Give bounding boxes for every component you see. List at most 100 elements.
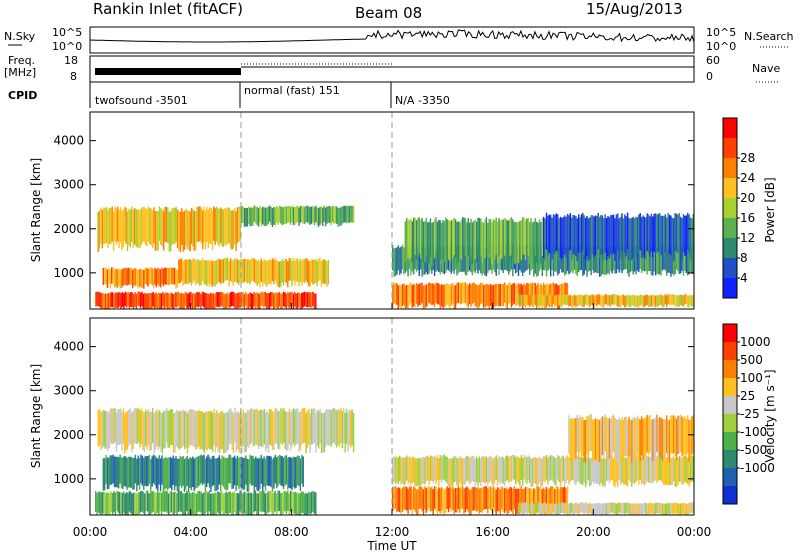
heatmap-cell — [128, 208, 130, 246]
heatmap-cell — [438, 283, 440, 305]
heatmap-cell — [491, 488, 493, 513]
heatmap-cell — [544, 294, 546, 306]
heatmap-cell — [664, 214, 666, 253]
heatmap-cell — [417, 245, 419, 271]
heatmap-cell — [480, 282, 482, 304]
colorbar-tick-label: -25 — [740, 407, 760, 421]
heatmap-cell — [460, 219, 462, 260]
heatmap-cell — [239, 490, 241, 512]
heatmap-cell — [267, 413, 270, 454]
heatmap-cell — [649, 503, 651, 515]
heatmap-cell — [502, 219, 504, 259]
heatmap-cell — [220, 458, 222, 492]
heatmap-cell — [578, 294, 580, 306]
heatmap-cell — [331, 408, 334, 444]
heatmap-cell — [278, 490, 281, 512]
colorbar-frame — [722, 117, 738, 299]
heatmap-cell — [132, 293, 135, 309]
heatmap-cell — [551, 282, 553, 304]
heatmap-cell — [208, 490, 210, 512]
heatmap-cell — [263, 408, 265, 445]
heatmap-cell — [598, 419, 601, 463]
heatmap-cell — [137, 493, 139, 515]
heatmap-cell — [445, 488, 447, 513]
heatmap-cell — [331, 205, 334, 222]
colorbar-tick-label: 24 — [740, 171, 755, 185]
heatmap-cell — [578, 503, 580, 515]
heatmap-cell — [258, 411, 260, 449]
heatmap-cell — [217, 491, 219, 513]
heatmap-cell — [236, 292, 238, 309]
heatmap-cell — [334, 206, 337, 224]
heatmap-cell — [684, 456, 686, 482]
heatmap-cell — [420, 219, 422, 259]
heatmap-cell — [290, 411, 292, 451]
heatmap-cell — [576, 218, 578, 261]
heatmap-cell — [392, 284, 394, 308]
heatmap-cell — [203, 492, 205, 515]
heatmap-cell — [678, 456, 680, 482]
heatmap-cell — [179, 455, 181, 486]
heatmap-cell — [687, 503, 689, 515]
heatmap-cell — [112, 211, 115, 251]
heatmap-cell — [257, 458, 260, 492]
heatmap-cell — [105, 455, 107, 484]
heatmap-cell — [561, 218, 563, 261]
heatmap-cell — [666, 217, 668, 260]
heatmap-cell — [95, 291, 97, 307]
heatmap-cell — [245, 412, 247, 453]
heatmap-cell — [590, 414, 592, 451]
heatmap-cell — [125, 411, 127, 451]
heatmap-cell — [663, 215, 665, 256]
heatmap-cell — [557, 486, 559, 510]
heatmap-cell — [181, 293, 184, 309]
heatmap-cell — [329, 206, 331, 224]
colorbar-tick-label: 1000 — [740, 335, 771, 349]
heatmap-cell — [128, 409, 130, 446]
heatmap-cell — [256, 493, 258, 515]
heatmap-cell — [347, 206, 349, 223]
heatmap-cell — [596, 503, 598, 515]
colorbar-tick-label: 8 — [740, 251, 748, 265]
heatmap-cell — [220, 207, 222, 244]
heatmap-cell — [235, 211, 237, 252]
heatmap-cell — [433, 455, 436, 481]
heatmap-cell — [142, 206, 144, 242]
heatmap-cell — [569, 213, 571, 251]
heatmap-cell — [111, 492, 114, 515]
heatmap-cell — [492, 285, 495, 309]
heatmap-cell — [477, 217, 479, 256]
heatmap-cell — [587, 455, 590, 481]
heatmap-cell — [171, 208, 173, 246]
heatmap-cell — [622, 502, 625, 514]
heatmap-cell — [259, 409, 261, 447]
heatmap-cell — [399, 284, 401, 307]
heatmap-cell — [624, 417, 626, 457]
heatmap-cell — [631, 217, 633, 260]
heatmap-cell — [625, 416, 627, 457]
heatmap-cell — [260, 454, 262, 484]
heatmap-cell — [446, 283, 448, 305]
heatmap-cell — [467, 456, 469, 482]
heatmap-cell — [168, 267, 170, 285]
heatmap-cell — [166, 491, 168, 513]
heatmap-cell — [98, 409, 101, 446]
heatmap-cell — [408, 283, 411, 305]
heatmap-cell — [125, 267, 127, 285]
heatmap-cell — [538, 487, 541, 512]
heatmap-cell — [109, 455, 111, 485]
heatmap-cell — [674, 213, 676, 251]
heatmap-cell — [674, 247, 676, 275]
heatmap-cell — [559, 458, 562, 486]
heatmap-cell — [508, 488, 510, 514]
heatmap-cell — [614, 458, 616, 488]
heatmap-cell — [573, 418, 576, 460]
heatmap-cell — [255, 408, 257, 445]
heatmap-cell — [470, 456, 472, 483]
heatmap-cell — [146, 208, 148, 247]
heatmap-cell — [501, 283, 503, 306]
heatmap-cell — [239, 258, 241, 283]
heatmap-cell — [576, 295, 578, 307]
heatmap-cell — [243, 293, 245, 309]
heatmap-cell — [470, 218, 472, 258]
